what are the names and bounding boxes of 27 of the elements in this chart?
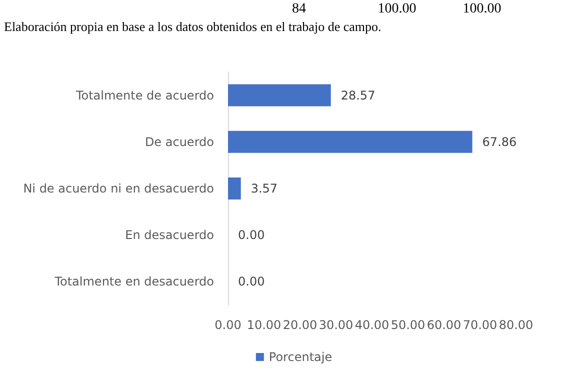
x-tick-label: 70.00 [462, 318, 498, 332]
bar [228, 84, 331, 106]
text: 84 [292, 2, 306, 16]
x-tick-label: 10.00 [246, 318, 282, 332]
data-label: 3.57 [250, 182, 278, 196]
bar [228, 178, 241, 200]
x-tick-label: 0.00 [214, 318, 242, 332]
x-tick-label: 60.00 [426, 318, 462, 332]
x-tick-label: 50.00 [390, 318, 426, 332]
data-label: 0.00 [238, 274, 265, 289]
text: 100.00 [378, 2, 416, 16]
x-tick-label: 80.00 [498, 318, 534, 332]
data-label: 28.57 [340, 88, 376, 102]
text: Elaboración propia en base a los datos obtenidos en el trabajo de campo. [4, 19, 382, 34]
x-tick-label: 20.00 [282, 318, 318, 332]
bar [228, 130, 472, 153]
y-tick-label: Totalmente de acuerdo [74, 88, 214, 102]
legend-label: Porcentaje [268, 350, 332, 364]
data-label: 0.00 [238, 228, 265, 242]
x-tick-label: 30.00 [318, 318, 354, 332]
y-tick-label: Ni de acuerdo ni en desacuerdo [23, 182, 214, 196]
y-tick-label: En desacuerdo [125, 228, 214, 242]
x-tick-label: 40.00 [354, 318, 390, 332]
text: 100.00 [462, 2, 502, 16]
y-tick-label: De acuerdo [144, 134, 214, 149]
data-label: 67.86 [482, 134, 517, 149]
y-tick-label: Totalmente en desacuerdo [54, 274, 214, 289]
